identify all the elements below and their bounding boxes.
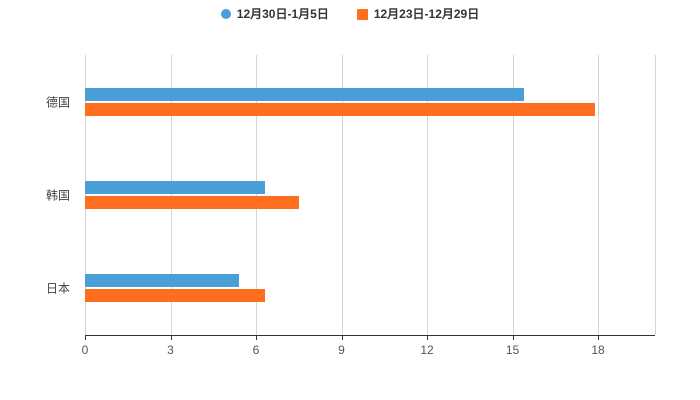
x-tick-label: 12 [420, 343, 434, 357]
bar-series-0-韩国[interactable] [85, 181, 265, 194]
legend-item-series-0[interactable]: 12月30日-1月5日 [220, 7, 329, 21]
x-tickmark [85, 335, 86, 340]
legend-item-series-1[interactable]: 12月23日-12月29日 [356, 7, 480, 21]
bar-series-0-德国[interactable] [85, 87, 524, 101]
x-tick-label: 6 [252, 343, 260, 357]
y-category-label: 韩国 [45, 188, 70, 203]
x-tick-label: 18 [591, 343, 605, 357]
x-tick-label: 15 [505, 343, 520, 357]
x-tickmark [256, 335, 257, 340]
y-axis: 德国 韩国 日本 [0, 55, 78, 335]
x-tickmark [598, 335, 599, 340]
y-category-label: 日本 [45, 281, 70, 296]
gridline [598, 55, 599, 335]
bar-series-1-日本[interactable] [85, 289, 265, 303]
gridline [341, 55, 343, 335]
plot-area [85, 55, 656, 340]
legend-label-series-0: 12月30日-1月5日 [236, 7, 329, 21]
gridline [170, 55, 172, 335]
bar-series-1-韩国[interactable] [85, 196, 299, 209]
x-tickmark [512, 335, 514, 340]
x-tick-label: 9 [338, 343, 345, 357]
bar-series-0-日本[interactable] [85, 274, 239, 288]
legend-label-series-1: 12月23日-12月29日 [373, 7, 480, 21]
x-tick-label: 3 [167, 343, 174, 357]
gridline [85, 55, 86, 335]
x-tickmark [341, 335, 343, 340]
x-tickmark [427, 335, 428, 340]
gridline [512, 55, 514, 335]
legend: 12月30日-1月5日 12月23日-12月29日 [0, 8, 700, 20]
legend-marker-circle-icon [220, 9, 231, 19]
bar-series-1-德国[interactable] [85, 102, 596, 116]
x-tick-label: 0 [81, 343, 89, 357]
gridline [256, 55, 257, 335]
gridline [427, 55, 428, 335]
x-tickmark [170, 335, 172, 340]
x-axis: 0 3 6 9 12 15 18 [81, 341, 655, 361]
y-category-label: 德国 [45, 95, 70, 110]
gridline [655, 55, 656, 335]
legend-marker-square-icon [356, 8, 368, 20]
